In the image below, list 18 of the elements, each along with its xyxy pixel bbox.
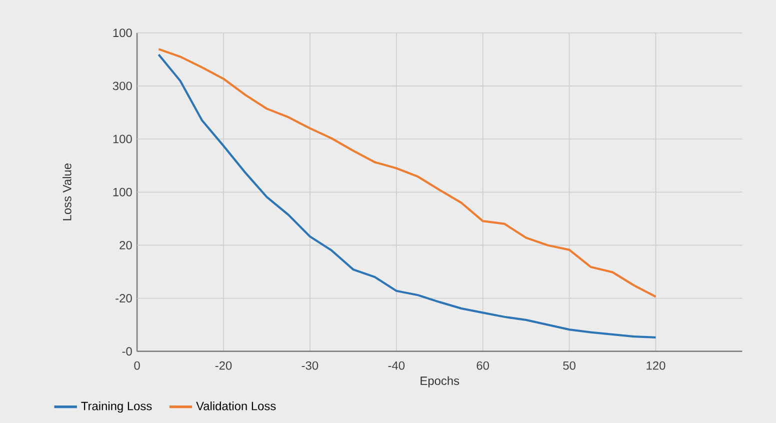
- legend-label: Validation Loss: [196, 401, 276, 410]
- x-tick-label: 50: [563, 361, 576, 370]
- x-tick-label: -30: [302, 361, 318, 370]
- text: 100: [113, 28, 132, 38]
- annotation: 100: [113, 188, 132, 196]
- annotation: -0: [122, 347, 132, 356]
- x-axis-title: Epochs: [420, 376, 460, 388]
- annotation: -20: [116, 294, 132, 302]
- x-tick-label: 60: [476, 361, 490, 370]
- annotation: 300: [112, 82, 132, 90]
- y-axis-title: Loss Value: [62, 164, 72, 220]
- annotation: 20: [120, 240, 132, 250]
- x-tick-label: -40: [388, 361, 405, 370]
- x-tick-label: -20: [215, 361, 232, 370]
- legend-label: Training Loss: [81, 401, 152, 413]
- annotation: 100: [113, 134, 132, 144]
- x-tick-label: 120: [646, 361, 666, 370]
- x-tick-label: 0: [134, 361, 140, 370]
